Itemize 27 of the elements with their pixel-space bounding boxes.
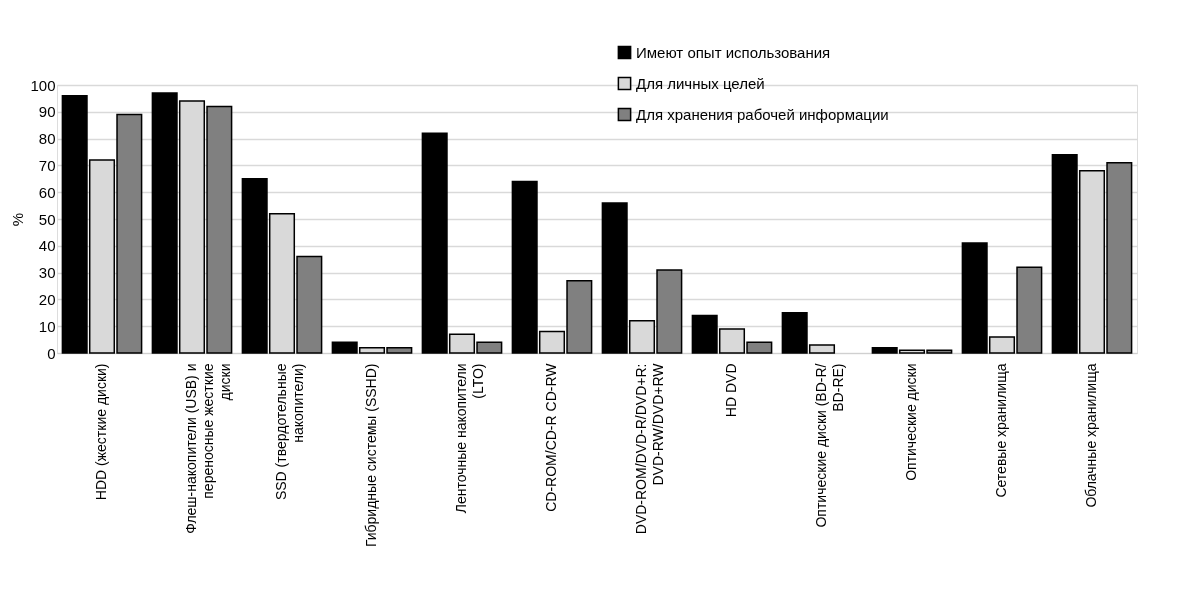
y-tick-label: 20 xyxy=(38,290,56,308)
x-tick-label: Флеш-накопители (USB) и переносные жесткие диски xyxy=(183,363,233,534)
legend-label: Для хранения рабочей информации xyxy=(636,105,889,123)
x-tick-label: SSD (твердотельные накопители) xyxy=(273,363,306,501)
legend-label: Для личных целей xyxy=(636,74,765,92)
y-tick-label: 60 xyxy=(38,183,56,201)
y-tick-label: 50 xyxy=(38,210,56,228)
x-tick-label: Гибридные системы (SSHD) xyxy=(363,363,379,548)
y-axis-title: % xyxy=(9,212,27,227)
x-tick-label: Ленточные накопители (LTO) xyxy=(453,363,486,514)
y-tick-label: 90 xyxy=(38,103,56,121)
x-tick-label: HDD (жесткие диски) xyxy=(93,363,109,501)
y-tick-label: 40 xyxy=(38,237,56,255)
x-tick-label: DVD-ROM/DVD-R/DVD+R: DVD-RW/DVD+RW xyxy=(633,362,666,535)
y-tick-label: 70 xyxy=(38,156,56,174)
x-tick-label: Сетевые хранилища xyxy=(993,363,1009,498)
x-tick-label: Оптические диски xyxy=(903,363,919,481)
x-tick-label: Оптические диски (BD-R/ BD-RE) xyxy=(813,363,846,528)
x-tick-label: Облачные хранилища xyxy=(1083,363,1099,508)
legend-label: Имеют опыт использования xyxy=(636,43,831,61)
y-tick-label: 30 xyxy=(38,264,56,282)
y-tick-label: 80 xyxy=(38,130,56,148)
x-tick-label: HD DVD xyxy=(723,363,739,418)
y-tick-label: 10 xyxy=(38,317,56,335)
x-tick-label: CD-ROM/CD-R CD-RW xyxy=(543,362,559,512)
y-tick-label: 100 xyxy=(30,76,56,94)
y-tick-label: 0 xyxy=(47,344,56,362)
